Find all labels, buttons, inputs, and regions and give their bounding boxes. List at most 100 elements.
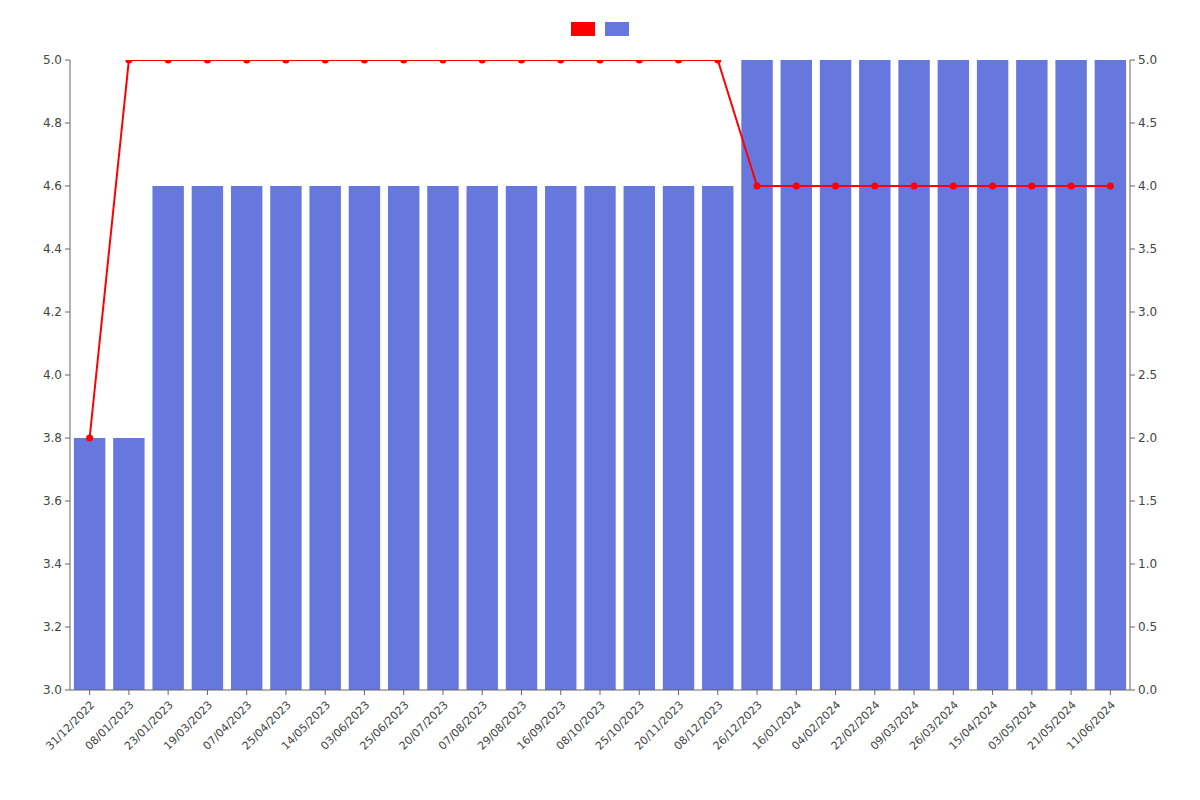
x-tick xyxy=(600,690,601,695)
line-marker xyxy=(754,183,761,190)
x-tick xyxy=(1110,690,1111,695)
bar xyxy=(820,60,851,690)
y-tick-label: 4.2 xyxy=(43,305,62,319)
y-tick xyxy=(65,564,70,565)
y-tick xyxy=(65,249,70,250)
x-tick xyxy=(560,690,561,695)
line-marker xyxy=(439,60,446,64)
y-tick xyxy=(65,501,70,502)
y-tick-label: 3.4 xyxy=(43,557,62,571)
line-marker xyxy=(911,183,918,190)
bar xyxy=(270,186,301,690)
y-tick xyxy=(65,186,70,187)
x-tick xyxy=(128,690,129,695)
bar xyxy=(977,60,1008,690)
line-marker xyxy=(1107,183,1114,190)
y-tick xyxy=(65,312,70,313)
y-tick xyxy=(65,375,70,376)
y-tick xyxy=(65,690,70,691)
line-marker xyxy=(282,60,289,64)
bar xyxy=(388,186,419,690)
line-marker xyxy=(557,60,564,64)
x-tick xyxy=(1071,690,1072,695)
y-tick-label: 3.8 xyxy=(43,431,62,445)
y2-tick-label: 4.5 xyxy=(1138,116,1157,130)
line-marker xyxy=(361,60,368,64)
bar xyxy=(192,186,223,690)
x-tick xyxy=(521,690,522,695)
bar xyxy=(663,186,694,690)
x-tick xyxy=(914,690,915,695)
x-tick xyxy=(992,690,993,695)
line-marker xyxy=(714,60,721,64)
y2-tick xyxy=(1130,438,1135,439)
line-marker xyxy=(1068,183,1075,190)
x-tick xyxy=(953,690,954,695)
x-tick xyxy=(246,690,247,695)
y2-tick xyxy=(1130,249,1135,250)
line-marker xyxy=(479,60,486,64)
bar xyxy=(741,60,772,690)
bar xyxy=(1095,60,1126,690)
x-tick xyxy=(1031,690,1032,695)
x-tick xyxy=(757,690,758,695)
x-tick xyxy=(678,690,679,695)
bar xyxy=(74,438,105,690)
bar xyxy=(584,186,615,690)
bar xyxy=(506,186,537,690)
line-marker xyxy=(636,60,643,64)
legend-swatch xyxy=(605,22,629,36)
bar xyxy=(898,60,929,690)
line-marker xyxy=(1028,183,1035,190)
x-tick xyxy=(796,690,797,695)
line-marker xyxy=(597,60,604,64)
bar xyxy=(781,60,812,690)
x-tick xyxy=(364,690,365,695)
y2-tick-label: 2.0 xyxy=(1138,431,1157,445)
line-marker xyxy=(950,183,957,190)
y2-tick-label: 3.5 xyxy=(1138,242,1157,256)
line xyxy=(90,60,1111,438)
line-marker xyxy=(871,183,878,190)
x-tick xyxy=(717,690,718,695)
bar xyxy=(859,60,890,690)
y-tick xyxy=(65,438,70,439)
y-tick-label: 4.6 xyxy=(43,179,62,193)
y2-tick-label: 2.5 xyxy=(1138,368,1157,382)
legend xyxy=(571,22,629,36)
line-marker xyxy=(165,60,172,64)
bar xyxy=(113,438,144,690)
y-tick xyxy=(65,123,70,124)
y-tick-label: 4.0 xyxy=(43,368,62,382)
x-tick xyxy=(874,690,875,695)
y2-tick xyxy=(1130,501,1135,502)
bar xyxy=(152,186,183,690)
y-tick-label: 3.0 xyxy=(43,683,62,697)
y2-tick xyxy=(1130,627,1135,628)
bar xyxy=(545,186,576,690)
bar xyxy=(309,186,340,690)
x-tick xyxy=(835,690,836,695)
x-tick xyxy=(403,690,404,695)
y2-tick xyxy=(1130,690,1135,691)
y-tick-label: 4.8 xyxy=(43,116,62,130)
bar xyxy=(467,186,498,690)
x-tick xyxy=(89,690,90,695)
plot-area xyxy=(74,60,1126,690)
x-tick xyxy=(442,690,443,695)
line-marker xyxy=(125,60,132,64)
bar xyxy=(624,186,655,690)
bar xyxy=(1055,60,1086,690)
y2-tick-label: 1.5 xyxy=(1138,494,1157,508)
x-tick xyxy=(639,690,640,695)
y-tick xyxy=(65,627,70,628)
line-marker xyxy=(793,183,800,190)
line-marker xyxy=(86,435,93,442)
line-marker xyxy=(518,60,525,64)
y2-tick xyxy=(1130,186,1135,187)
line-marker xyxy=(675,60,682,64)
legend-swatch xyxy=(571,22,595,36)
y-tick-label: 3.2 xyxy=(43,620,62,634)
line-marker xyxy=(400,60,407,64)
x-tick xyxy=(168,690,169,695)
